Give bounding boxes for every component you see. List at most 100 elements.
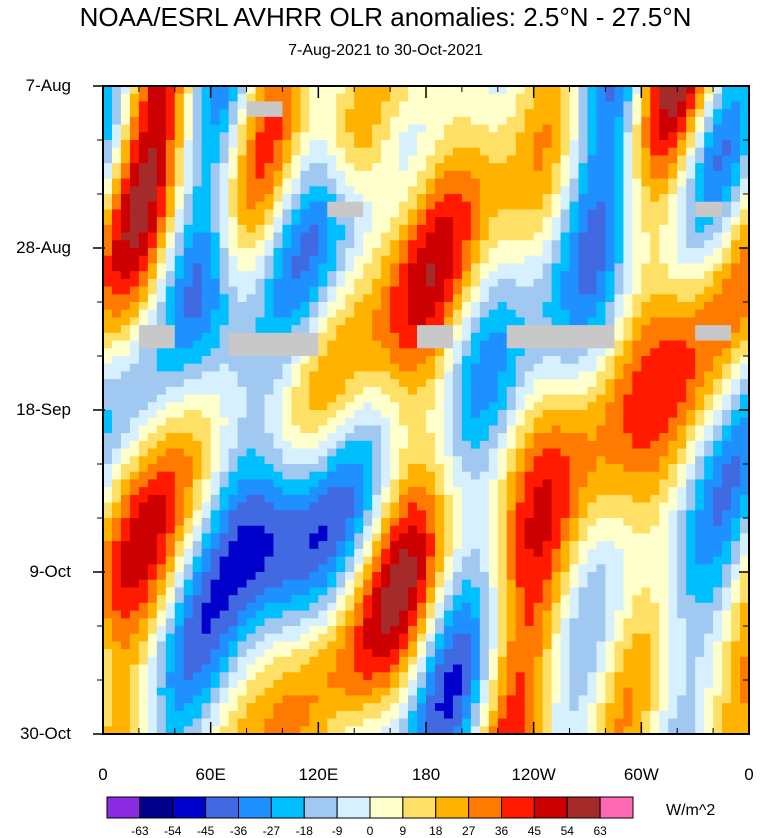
heatmap-cell	[399, 487, 409, 496]
heatmap-cell	[165, 587, 176, 596]
heatmap-cell	[129, 610, 140, 619]
heatmap-cell	[641, 564, 651, 573]
heatmap-cell	[282, 86, 293, 95]
heatmap-cell	[632, 525, 642, 535]
heatmap-cell	[363, 464, 373, 473]
heatmap-cell	[677, 587, 687, 596]
heatmap-cell	[614, 363, 624, 373]
heatmap-cell	[533, 595, 544, 604]
heatmap-cell	[551, 101, 562, 110]
heatmap-cell	[443, 525, 454, 535]
heatmap-cell	[372, 201, 382, 211]
heatmap-cell	[318, 209, 328, 218]
heatmap-cell	[327, 163, 337, 172]
heatmap-cell	[659, 302, 669, 311]
heatmap-cell	[219, 471, 230, 481]
heatmap-cell	[165, 163, 176, 172]
heatmap-cell	[174, 109, 185, 118]
heatmap-cell	[569, 394, 580, 403]
heatmap-cell	[282, 186, 293, 195]
heatmap-cell	[614, 132, 624, 141]
heatmap-cell	[327, 440, 337, 450]
heatmap-cell	[434, 402, 445, 411]
heatmap-cell	[560, 93, 571, 103]
heatmap-cell	[318, 502, 328, 511]
heatmap-cell	[264, 456, 275, 465]
heatmap-cell	[309, 101, 319, 110]
heatmap-cell	[560, 610, 571, 619]
heatmap-cell	[650, 541, 660, 550]
heatmap-cell	[488, 433, 499, 442]
heatmap-cell	[731, 271, 741, 280]
heatmap-cell	[282, 394, 293, 403]
heatmap-cell	[372, 541, 382, 550]
heatmap-cell	[111, 294, 122, 303]
heatmap-cell	[497, 371, 508, 380]
heatmap-cell	[210, 471, 221, 481]
heatmap-cell	[578, 178, 589, 187]
heatmap-cell	[488, 533, 499, 542]
heatmap-cell	[722, 610, 732, 619]
heatmap-cell	[183, 510, 194, 519]
heatmap-cell	[372, 186, 382, 195]
heatmap-cell	[372, 440, 382, 450]
heatmap-cell	[677, 109, 687, 118]
heatmap-cell	[264, 140, 275, 149]
heatmap-cell	[291, 278, 301, 288]
heatmap-cell	[228, 579, 239, 589]
heatmap-cell	[587, 86, 598, 95]
heatmap-cell	[578, 348, 589, 357]
heatmap-cell	[408, 602, 418, 612]
heatmap-cell	[578, 224, 589, 234]
heatmap-cell	[237, 155, 248, 164]
heatmap-cell	[111, 240, 122, 249]
heatmap-cell	[426, 217, 436, 226]
heatmap-cell	[686, 255, 696, 265]
heatmap-cell	[524, 379, 535, 388]
heatmap-cell	[264, 440, 275, 450]
heatmap-cell	[506, 610, 517, 619]
heatmap-cell	[219, 548, 230, 558]
heatmap-cell	[668, 448, 678, 457]
heatmap-cell	[722, 386, 732, 396]
heatmap-cell	[111, 163, 122, 172]
heatmap-cell	[327, 356, 337, 365]
heatmap-cell	[210, 464, 221, 473]
heatmap-cell	[434, 479, 445, 488]
heatmap-cell	[668, 371, 678, 380]
heatmap-cell	[578, 140, 589, 149]
heatmap-cell	[641, 325, 651, 334]
heatmap-cell	[390, 348, 400, 357]
heatmap-cell	[372, 217, 382, 226]
heatmap-cell	[614, 124, 624, 133]
heatmap-cell	[533, 533, 544, 542]
heatmap-cell	[237, 371, 248, 380]
heatmap-cell	[210, 518, 221, 527]
heatmap-cell	[713, 510, 723, 519]
heatmap-cell	[255, 163, 266, 172]
heatmap-cell	[479, 209, 490, 218]
heatmap-cell	[318, 332, 328, 342]
heatmap-cell	[479, 286, 490, 295]
heatmap-cell	[461, 340, 472, 349]
heatmap-cell	[740, 541, 750, 550]
heatmap-cell	[677, 448, 687, 457]
heatmap-cell	[246, 386, 257, 396]
heatmap-cell	[264, 170, 275, 180]
heatmap-cell	[569, 248, 580, 257]
heatmap-cell	[282, 356, 293, 365]
heatmap-cell	[390, 602, 400, 612]
heatmap-cell	[228, 371, 239, 380]
heatmap-cell	[417, 356, 427, 365]
heatmap-cell	[605, 595, 616, 604]
heatmap-cell	[650, 86, 660, 95]
heatmap-cell	[192, 587, 203, 596]
heatmap-cell	[103, 386, 113, 396]
heatmap-cell	[506, 556, 517, 565]
heatmap-cell	[587, 502, 598, 511]
heatmap-cell	[345, 86, 355, 95]
heatmap-cell	[524, 572, 535, 581]
heatmap-cell	[596, 170, 607, 180]
heatmap-cell	[668, 456, 678, 465]
heatmap-cell	[659, 464, 669, 473]
